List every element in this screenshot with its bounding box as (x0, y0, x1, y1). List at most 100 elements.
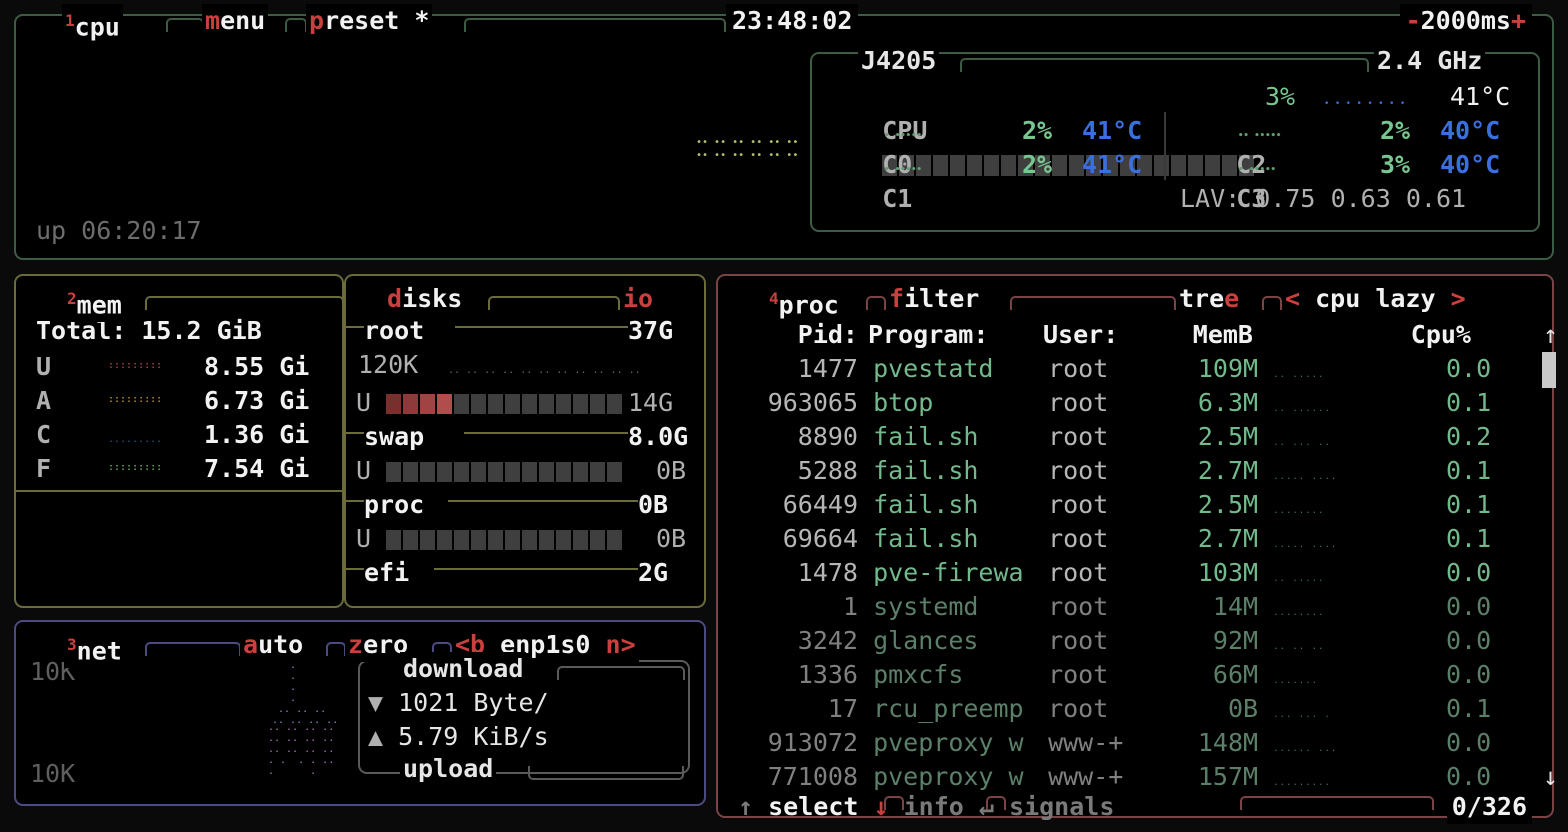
disk-usage-proc: U (356, 522, 624, 556)
table-row[interactable]: 1 systemd root 14M ........ 0.0 (738, 590, 1491, 624)
proc-column-headers: Pid: Program: User: MemB Cpu% (738, 318, 1471, 352)
mem-panel-title[interactable]: 2mem (64, 282, 125, 323)
cpu-panel-title[interactable]: 1cpu (62, 4, 123, 45)
disk-meter-cell (607, 394, 623, 414)
proc-title-notch-1 (866, 296, 886, 310)
disk-meter-cell (437, 530, 453, 550)
disk-meter-cell (403, 394, 419, 414)
meter-cell (916, 155, 932, 176)
proc-footer-notch-3 (1240, 796, 1434, 810)
footer-signals-button[interactable]: signals (1009, 792, 1115, 821)
net-auto-button[interactable]: auto (240, 628, 307, 662)
core-label: C0 (882, 150, 913, 179)
table-row[interactable]: 69664 fail.sh root 2.7M ..... .... 0.1 (738, 522, 1491, 556)
disks-panel-title[interactable]: disks (384, 282, 466, 316)
table-row[interactable]: 3242 glances root 92M .. .. .. 0.0 (738, 624, 1491, 658)
table-row[interactable]: 771008 pveproxy w www-+ 157M ......... 0.0 (738, 760, 1491, 794)
net-panel-title[interactable]: 3net (64, 628, 125, 669)
table-row[interactable]: 1336 pmxcfs root 66M ....... 0.0 (738, 658, 1491, 692)
row-mem: 103M (1197, 558, 1259, 587)
net-iface-next[interactable]: n> (605, 630, 636, 659)
core-graph: • ••••• (884, 165, 922, 175)
io-rate-root: 120K (358, 350, 419, 379)
table-row[interactable]: 913072 pveproxy w www-+ 148M ...... ... 0.0 (738, 726, 1491, 760)
cpu-panel-number: 1 (65, 11, 75, 30)
row-user: root (1048, 558, 1109, 587)
column-header-pid[interactable]: Pid: (797, 320, 858, 349)
row-cpu-sparkline: ..... .... (1273, 472, 1338, 482)
disk-size-root: 37G (628, 316, 674, 345)
rate-decrease-button[interactable]: - (1405, 6, 1421, 35)
table-row[interactable]: 1478 pve-firewa root 103M .. ..... 0.0 (738, 556, 1491, 590)
core-percent: 2% (1380, 116, 1411, 145)
proc-filter-button[interactable]: filter (886, 282, 983, 316)
disk-meter-cell (522, 530, 538, 550)
disks-panel (344, 274, 706, 608)
column-header-program[interactable]: Program: (868, 320, 989, 349)
row-program: pveproxy w (873, 728, 1024, 757)
meter-cell (1052, 155, 1068, 176)
proc-panel-title[interactable]: 4proc (766, 282, 842, 323)
footer-select-label[interactable]: select (768, 792, 859, 821)
core-temp: 40°C (1440, 150, 1501, 179)
proc-title-notch-3 (1262, 296, 1282, 310)
proc-panel-label: proc (778, 290, 839, 320)
footer-info-button[interactable]: info (903, 792, 964, 821)
proc-scrollbar-thumb[interactable] (1542, 352, 1556, 388)
row-mem: 6.3M (1197, 388, 1259, 417)
proc-sort-prev-button[interactable]: < (1285, 284, 1301, 313)
column-header-cpu[interactable]: Cpu% (1410, 320, 1471, 349)
menu-button[interactable]: menu (202, 4, 269, 38)
net-upload-label: upload (400, 752, 497, 786)
meter-cell (1171, 155, 1187, 176)
disk-rule-right (448, 500, 638, 502)
meter-cell (1137, 155, 1153, 176)
table-row[interactable]: 1477 pvestatd root 109M .. ..... 0.0 (738, 352, 1491, 386)
net-panel-number: 3 (67, 635, 77, 654)
proc-sort-next-button[interactable]: > (1450, 284, 1466, 313)
footer-up-arrow-icon[interactable]: ↑ (738, 792, 754, 821)
table-row[interactable]: 8890 fail.sh root 2.5M .. ... .. 0.2 (738, 420, 1491, 454)
net-auto-label: uto (258, 630, 304, 659)
net-upload-graph: .. .. .. .. .. .. .. .. .. .. .. .. . . … (268, 722, 335, 777)
preset-button[interactable]: preset * (306, 4, 433, 38)
core-label: C2 (1236, 150, 1267, 179)
disk-meter-cell (556, 394, 572, 414)
meter-cell (984, 155, 1000, 176)
meter-cell (950, 155, 966, 176)
proc-panel (716, 274, 1554, 818)
rate-increase-button[interactable]: + (1510, 6, 1526, 35)
column-header-memb[interactable]: MemB (1192, 320, 1253, 349)
row-cpu-sparkline: ... ... . (1273, 710, 1331, 720)
proc-tree-hotkey: e (1224, 284, 1240, 313)
row-pid: 8890 (797, 422, 858, 451)
row-cpu-percent: 0.1 (1445, 490, 1492, 519)
core-percent: 2% (1022, 116, 1053, 145)
row-mem: 2.7M (1197, 456, 1259, 485)
table-row[interactable]: 17 rcu_preemp root 0B ... ... . 0.1 (738, 692, 1491, 726)
row-cpu-percent: 0.0 (1445, 728, 1492, 757)
scroll-up-icon[interactable]: ↑ (1542, 320, 1558, 349)
disk-meter (386, 457, 624, 482)
table-row[interactable]: 66449 fail.sh root 2.5M ........ 0.1 (738, 488, 1491, 522)
mem-row-available: A (36, 384, 51, 418)
cpu-total-percent: 3% (1265, 82, 1296, 111)
proc-tree-button[interactable]: tree (1176, 282, 1243, 316)
row-cpu-percent: 0.0 (1445, 660, 1492, 689)
proc-sort-selector[interactable]: < cpu lazy > (1282, 282, 1469, 316)
io-toggle[interactable]: io (620, 282, 657, 316)
disk-meter-cell (539, 462, 555, 482)
table-row[interactable]: 963065 btop root 6.3M .. ...... 0.1 (738, 386, 1491, 420)
net-iface-next-button[interactable] (590, 630, 605, 659)
meter-cell (1035, 155, 1051, 176)
row-user: root (1048, 694, 1109, 723)
table-row[interactable]: 5288 fail.sh root 2.7M ..... .... 0.1 (738, 454, 1491, 488)
scroll-down-icon[interactable]: ↓ (1542, 762, 1558, 791)
row-cpu-sparkline: ........ (1273, 608, 1325, 618)
proc-sort-spacer (1436, 284, 1451, 313)
net-download-rate: ▼ 1021 Byte/ (368, 686, 549, 720)
net-panel-label: net (76, 636, 122, 666)
disk-rule-left (346, 568, 364, 570)
disk-meter-cell (488, 462, 504, 482)
column-header-user[interactable]: User: (1043, 320, 1119, 349)
